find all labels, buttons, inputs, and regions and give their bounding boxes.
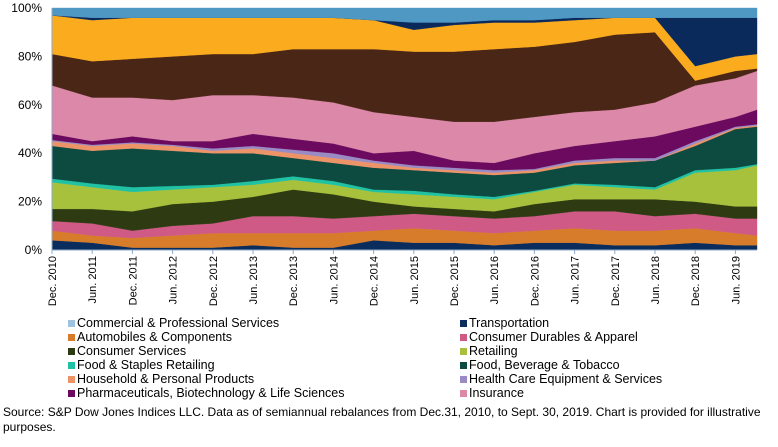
- y-axis-ticks: 0% 20% 40% 60% 80% 100%: [11, 1, 42, 257]
- area-layers: [51, 7, 758, 251]
- y-tick-label: 40%: [18, 146, 42, 160]
- legend-label: Food, Beverage & Tobacco: [469, 358, 620, 372]
- legend-label: Insurance: [469, 386, 524, 400]
- legend-item: Insurance: [460, 386, 524, 400]
- legend-item: Pharmaceuticals, Biotechnology & Life Sc…: [68, 386, 345, 400]
- legend-swatch: [460, 333, 467, 341]
- x-tick-label: Jun. 2013: [248, 256, 260, 304]
- legend-swatch: [68, 361, 75, 369]
- x-tick-label: Dec. 2012: [208, 256, 220, 306]
- legend-item: Transportation: [460, 316, 549, 330]
- y-tick-label: 60%: [18, 98, 42, 112]
- legend-swatch: [68, 333, 75, 341]
- legend-item: Retailing: [460, 344, 518, 358]
- legend-label: Retailing: [469, 344, 518, 358]
- x-tick-label: Jun. 2015: [409, 256, 421, 304]
- x-axis-ticks: Dec. 2010 Jun. 2011 Dec. 2011 Jun. 2012 Dec.…: [47, 250, 742, 306]
- y-tick-label: 0%: [25, 243, 43, 257]
- legend-swatch: [460, 375, 467, 383]
- x-tick-label: Jun. 2011: [87, 256, 99, 304]
- legend-swatch: [68, 347, 75, 355]
- legend-label: Consumer Services: [77, 344, 187, 358]
- legend-label: Food & Staples Retailing: [77, 358, 215, 372]
- x-tick-label: Jun. 2014: [328, 256, 340, 304]
- legend-swatch: [460, 319, 467, 327]
- x-tick-label: Dec. 2018: [690, 256, 702, 306]
- x-tick-label: Dec. 2011: [127, 256, 139, 305]
- legend-item: Household & Personal Products: [68, 372, 254, 386]
- x-tick-label: Dec. 2014: [369, 256, 381, 306]
- legend-swatch: [460, 389, 467, 397]
- legend-label: Pharmaceuticals, Biotechnology & Life Sc…: [77, 386, 345, 400]
- legend-swatch: [68, 375, 75, 383]
- legend-item: Consumer Services: [68, 344, 186, 358]
- axes: [51, 8, 757, 251]
- legend-label: Health Care Equipment & Services: [469, 372, 663, 386]
- area-commercial-professional-services: [51, 7, 758, 23]
- legend-item: Food & Staples Retailing: [68, 358, 215, 372]
- legend-swatch: [460, 361, 467, 369]
- legend-label: Consumer Durables & Apparel: [469, 330, 638, 344]
- legend-swatch: [68, 319, 75, 327]
- legend-label: Commercial & Professional Services: [77, 316, 280, 330]
- x-tick-label: Jun. 2017: [570, 256, 582, 304]
- x-tick-label: Jun. 2018: [650, 256, 662, 304]
- y-tick-label: 80%: [18, 49, 42, 63]
- legend-item: Automobiles & Components: [68, 330, 232, 344]
- source-note: Source: S&P Dow Jones Indices LLC. Data …: [3, 405, 761, 434]
- x-tick-label: Jun. 2019: [730, 256, 742, 304]
- legend-swatch: [68, 389, 75, 397]
- x-tick-label: Dec. 2010: [47, 256, 59, 306]
- x-tick-label: Dec. 2013: [288, 256, 300, 306]
- legend-label: Household & Personal Products: [77, 372, 255, 386]
- y-tick-label: 100%: [11, 1, 42, 15]
- legend-label: Automobiles & Components: [77, 330, 232, 344]
- legend-swatch: [460, 347, 467, 355]
- stacked-area-chart: 0%20%40%60%80%100% Dec. 2010 Jun. 2011 Dec…: [11, 1, 758, 306]
- legend-item: Health Care Equipment & Services: [460, 372, 662, 386]
- x-tick-label: Dec. 2015: [449, 256, 461, 306]
- legend-item: Commercial & Professional Services: [68, 316, 279, 330]
- x-tick-label: Dec. 2017: [610, 256, 622, 306]
- x-tick-label: Jun. 2016: [489, 256, 501, 304]
- x-tick-label: Jun. 2012: [168, 256, 180, 304]
- legend-item: Food, Beverage & Tobacco: [460, 358, 620, 372]
- legend-label: Transportation: [469, 316, 550, 330]
- legend: Commercial & Professional Services Transp…: [0, 316, 778, 402]
- legend-item: Consumer Durables & Apparel: [460, 330, 638, 344]
- y-tick-label: 20%: [18, 195, 42, 209]
- x-tick-label: Dec. 2016: [529, 256, 541, 306]
